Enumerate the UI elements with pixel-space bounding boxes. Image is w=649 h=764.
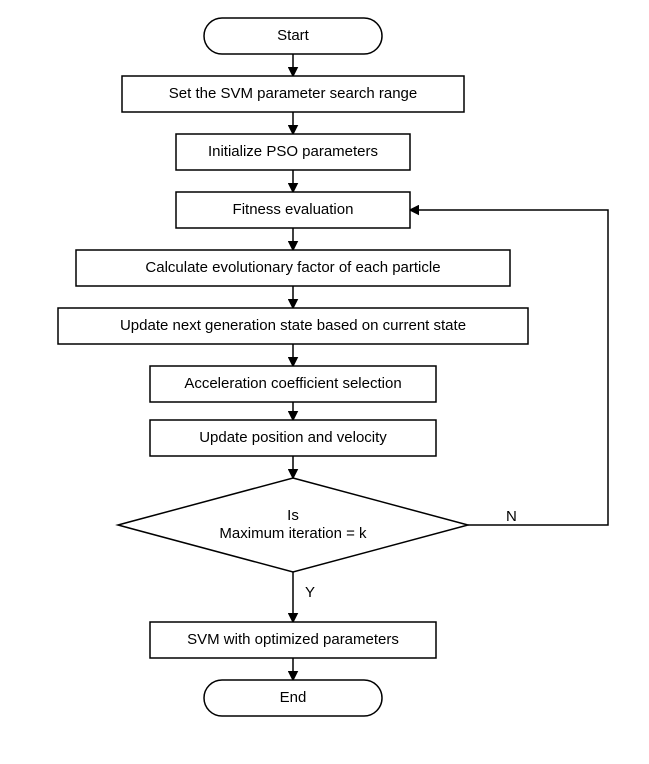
edge-label-n: N xyxy=(506,508,517,525)
node-svmopt-label: SVM with optimized parameters xyxy=(187,631,399,648)
edge-label-y: Y xyxy=(305,584,315,601)
node-update-label: Update next generation state based on cu… xyxy=(120,317,466,334)
node-dec: IsMaximum iteration = k xyxy=(118,478,468,572)
node-fitness: Fitness evaluation xyxy=(176,192,410,228)
node-evofact: Calculate evolutionary factor of each pa… xyxy=(76,250,510,286)
flowchart: Y N Start Set the SVM parameter search rang… xyxy=(0,0,649,764)
node-posvel-label: Update position and velocity xyxy=(199,429,387,446)
node-setrange: Set the SVM parameter search range xyxy=(122,76,464,112)
node-fitness-label: Fitness evaluation xyxy=(233,201,354,218)
node-update: Update next generation state based on cu… xyxy=(58,308,528,344)
node-end: End xyxy=(204,680,382,716)
node-accsel: Acceleration coefficient selection xyxy=(150,366,436,402)
node-start-label: Start xyxy=(277,27,310,44)
node-evofact-label: Calculate evolutionary factor of each pa… xyxy=(145,259,440,276)
node-dec-label: Is xyxy=(287,507,299,524)
node-initpso-label: Initialize PSO parameters xyxy=(208,143,378,160)
node-dec-label: Maximum iteration = k xyxy=(219,525,367,542)
node-initpso: Initialize PSO parameters xyxy=(176,134,410,170)
node-svmopt: SVM with optimized parameters xyxy=(150,622,436,658)
node-accsel-label: Acceleration coefficient selection xyxy=(184,375,401,392)
node-setrange-label: Set the SVM parameter search range xyxy=(169,85,417,102)
node-posvel: Update position and velocity xyxy=(150,420,436,456)
node-end-label: End xyxy=(280,689,307,706)
node-start: Start xyxy=(204,18,382,54)
